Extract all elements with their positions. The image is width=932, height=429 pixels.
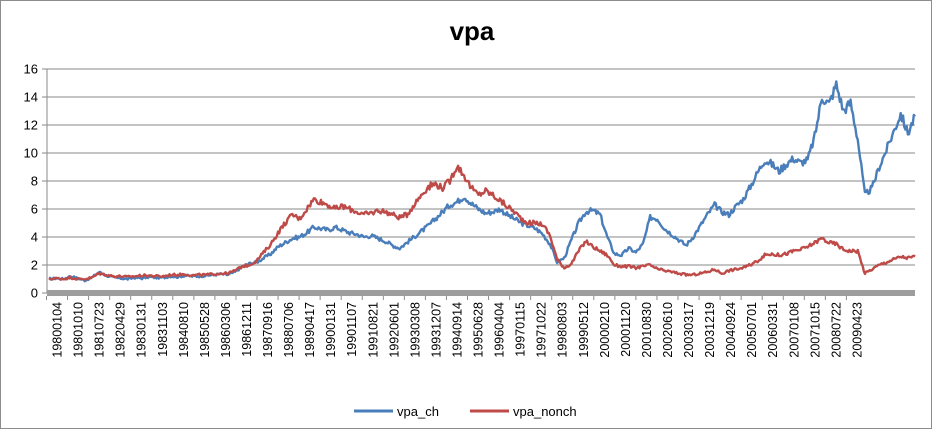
y-tick-label: 16: [24, 62, 38, 77]
x-tick-label: 19801010: [72, 302, 86, 358]
series-lines: [48, 80, 916, 283]
x-tick-label: 19890417: [303, 302, 317, 358]
chart-title: vpa: [450, 16, 495, 46]
x-tick-label: 19910821: [366, 302, 380, 358]
x-tick-label: 19800104: [51, 302, 65, 358]
x-tick-label: 19810723: [93, 302, 107, 358]
x-tick-label: 19900131: [324, 302, 338, 358]
legend: vpa_ch vpa_nonch: [354, 404, 577, 419]
x-tick-label: 19831103: [156, 302, 170, 357]
x-tick-label: 20010830: [640, 302, 654, 358]
x-tick-label: 20070108: [787, 302, 801, 358]
x-tick-label: 19850528: [198, 302, 212, 358]
x-tick-label: 20000210: [598, 302, 612, 358]
x-tick-label: 19870916: [261, 302, 275, 358]
legend-item-vpa_ch: vpa_ch: [354, 404, 439, 419]
x-tick-label: 19990512: [577, 302, 591, 358]
x-tick-label: 19830131: [135, 302, 149, 358]
x-tick-label: 20071015: [808, 302, 822, 358]
y-tick-label: 6: [31, 202, 38, 217]
x-tick-label: 19861211: [240, 302, 254, 357]
y-tick-label: 4: [31, 230, 38, 245]
x-axis: 19800104 19801010 19810723 19820429 19830131…: [46, 290, 915, 358]
x-tick-label: 19860306: [219, 302, 233, 358]
legend-label: vpa_ch: [397, 404, 439, 419]
series-line-vpa_nonch: [48, 164, 916, 281]
x-tick-label: 19901107: [345, 302, 359, 357]
legend-label: vpa_nonch: [513, 404, 577, 419]
x-tick-label: 20020610: [661, 302, 675, 358]
x-tick-label: 20040924: [724, 302, 738, 358]
y-tick-label: 0: [31, 286, 38, 301]
x-tick-label: 19840810: [177, 302, 191, 358]
x-tick-label: 19820429: [114, 302, 128, 358]
x-tick-label: 19950628: [472, 302, 486, 358]
x-tick-label: 20030317: [682, 302, 696, 358]
x-tick-label: 19920601: [387, 302, 401, 358]
x-tick-label: 19940914: [450, 302, 464, 358]
x-tick-label: 19971022: [535, 302, 549, 358]
y-tick-label: 8: [31, 174, 38, 189]
y-tick-label: 12: [24, 118, 38, 133]
y-axis: 0 2 4 6 8 10 12 14 16: [24, 62, 48, 301]
x-tick-label: 20050701: [745, 302, 759, 358]
x-axis-band: [47, 290, 915, 296]
x-tick-label: 19970115: [514, 302, 528, 357]
x-tick-label: 19930308: [408, 302, 422, 358]
x-tick-label: 19931207: [429, 302, 443, 358]
legend-item-vpa_nonch: vpa_nonch: [470, 404, 577, 419]
x-tick-label: 19960404: [493, 302, 507, 358]
x-tick-label: 20001120: [619, 302, 633, 357]
x-tick-label: 20080722: [829, 302, 843, 358]
y-tick-label: 2: [31, 258, 38, 273]
x-tick-label: 20060331: [766, 302, 780, 358]
x-tick-label: 20031219: [703, 302, 717, 358]
y-tick-label: 10: [24, 146, 38, 161]
x-tick-label: 20090423: [850, 302, 864, 358]
x-tick-label: 19980803: [556, 302, 570, 358]
x-tick-label: 19880706: [282, 302, 296, 358]
y-tick-label: 14: [24, 90, 38, 105]
